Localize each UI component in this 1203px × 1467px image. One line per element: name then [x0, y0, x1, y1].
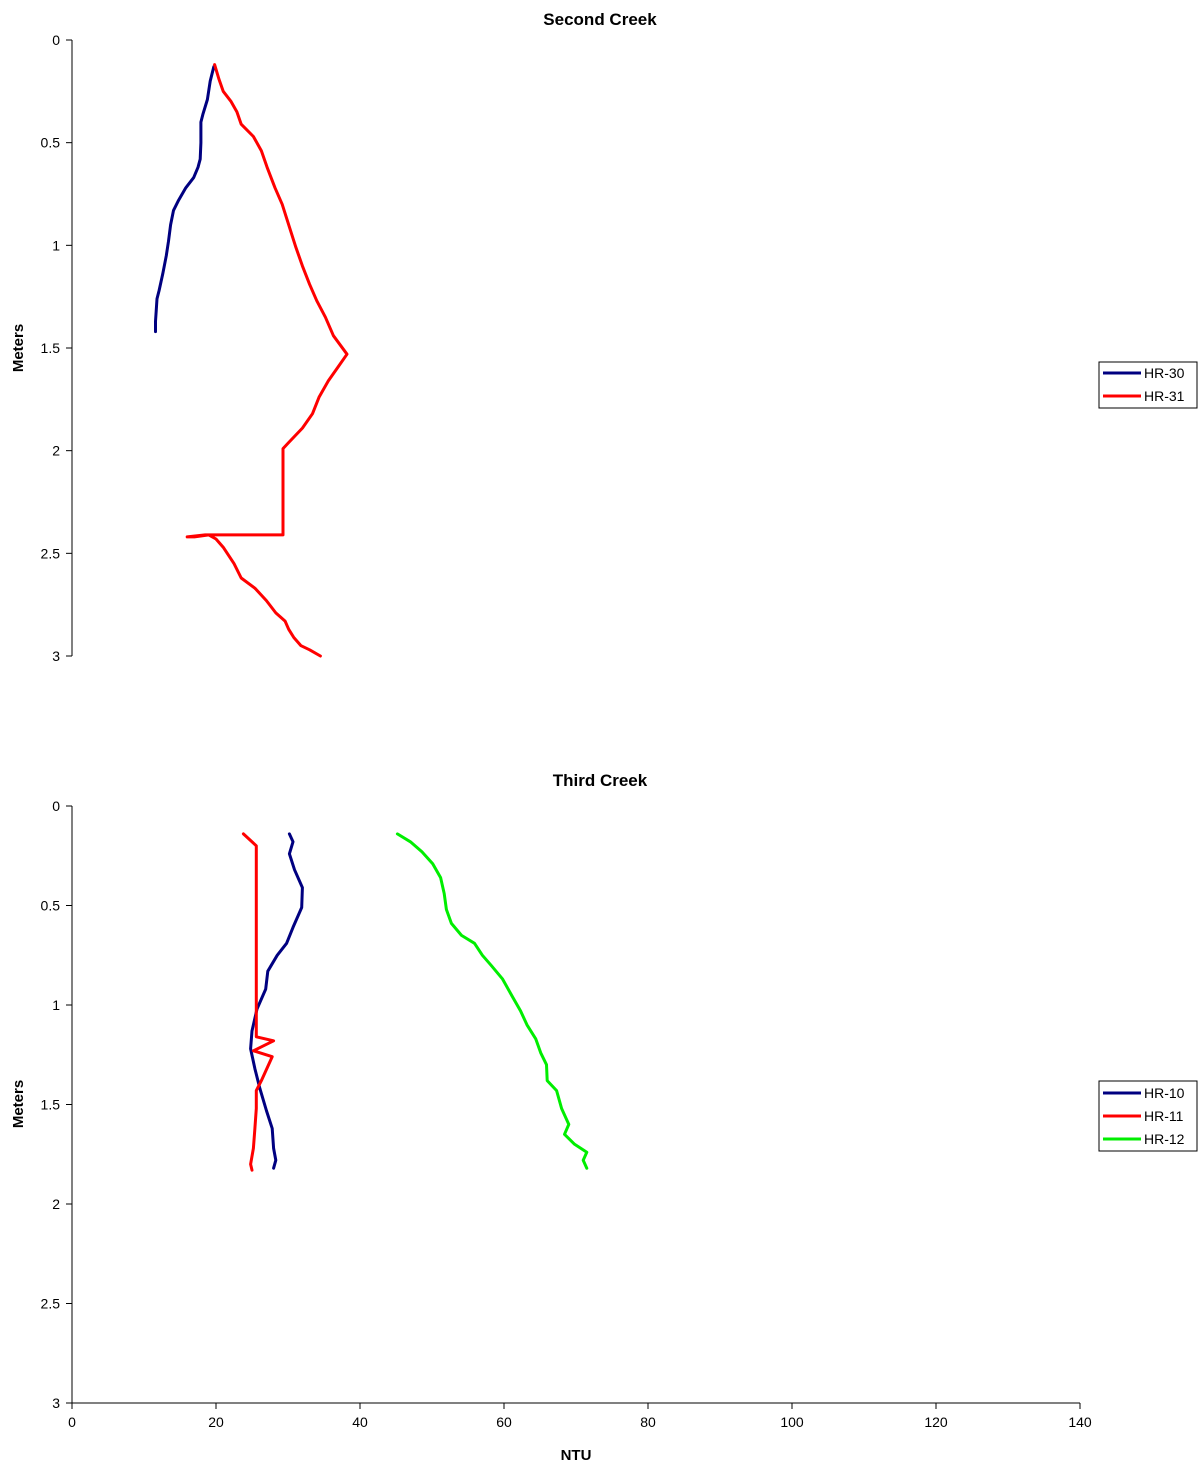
x-tick-label: 120: [924, 1414, 948, 1430]
series-line-hr-30: [154, 65, 216, 334]
y-tick-label: 1.5: [41, 1097, 61, 1113]
plot-area: [154, 63, 349, 658]
y-tick-label: 2.5: [41, 1296, 61, 1312]
legend-label: HR-11: [1144, 1108, 1184, 1124]
x-axis-ticks: 0 20 40 60 80 100 120 140: [68, 1403, 1092, 1430]
legend-item: HR-31: [1103, 388, 1185, 404]
y-tick-label: 2: [52, 443, 60, 459]
y-tick-label: 1.5: [41, 340, 61, 356]
x-tick-label: 0: [68, 1414, 76, 1430]
y-tick-label: 1: [52, 997, 60, 1013]
legend-label: HR-10: [1144, 1085, 1185, 1101]
chart-second-creek: Second Creek Meters 0 0.5 1 1.5 2 2.5 3 HR-30 …: [10, 10, 1198, 664]
series-line-hr-11: [241, 832, 276, 1172]
y-tick-label: 1: [52, 237, 60, 253]
x-tick-label: 100: [780, 1414, 804, 1430]
y-tick-label: 0: [52, 798, 60, 814]
series-line-hr-31: [185, 63, 349, 658]
y-tick-label: 2.5: [41, 545, 61, 561]
legend-item: HR-12: [1103, 1131, 1185, 1147]
y-axis-label: Meters: [10, 324, 27, 372]
legend-box: [1098, 361, 1198, 409]
y-tick-label: 0.5: [41, 898, 61, 914]
x-tick-label: 40: [352, 1414, 368, 1430]
legend: HR-10 HR-11 HR-12: [1098, 1080, 1198, 1152]
y-tick-label: 3: [52, 1395, 60, 1411]
y-axis-ticks: 0 0.5 1 1.5 2 2.5 3: [41, 798, 72, 1411]
y-tick-label: 2: [52, 1196, 60, 1212]
legend-label: HR-31: [1144, 388, 1185, 404]
legend: HR-30 HR-31: [1098, 361, 1198, 409]
legend-item: HR-30: [1103, 365, 1185, 381]
x-tick-label: 60: [496, 1414, 512, 1430]
legend-item: HR-11: [1103, 1108, 1184, 1124]
legend-item: HR-10: [1103, 1085, 1185, 1101]
x-tick-label: 80: [640, 1414, 656, 1430]
x-axis-label: NTU: [561, 1447, 592, 1464]
series-line-hr-12: [395, 832, 589, 1170]
legend-label: HR-30: [1144, 365, 1185, 381]
y-axis-ticks: 0 0.5 1 1.5 2 2.5 3: [41, 32, 72, 664]
x-tick-label: 20: [208, 1414, 224, 1430]
chart-title: Second Creek: [543, 10, 657, 29]
y-axis-label: Meters: [10, 1080, 27, 1128]
chart-third-creek: Third Creek Meters NTU 0 0.5 1 1.5 2 2.5 3 0 20…: [10, 771, 1198, 1464]
chart-title: Third Creek: [553, 771, 648, 790]
y-tick-label: 0: [52, 32, 60, 48]
y-tick-label: 3: [52, 648, 60, 664]
legend-label: HR-12: [1144, 1131, 1185, 1147]
plot-area: [241, 832, 589, 1172]
x-tick-label: 140: [1068, 1414, 1092, 1430]
y-tick-label: 0.5: [41, 135, 61, 151]
series-line-hr-10: [249, 832, 304, 1170]
